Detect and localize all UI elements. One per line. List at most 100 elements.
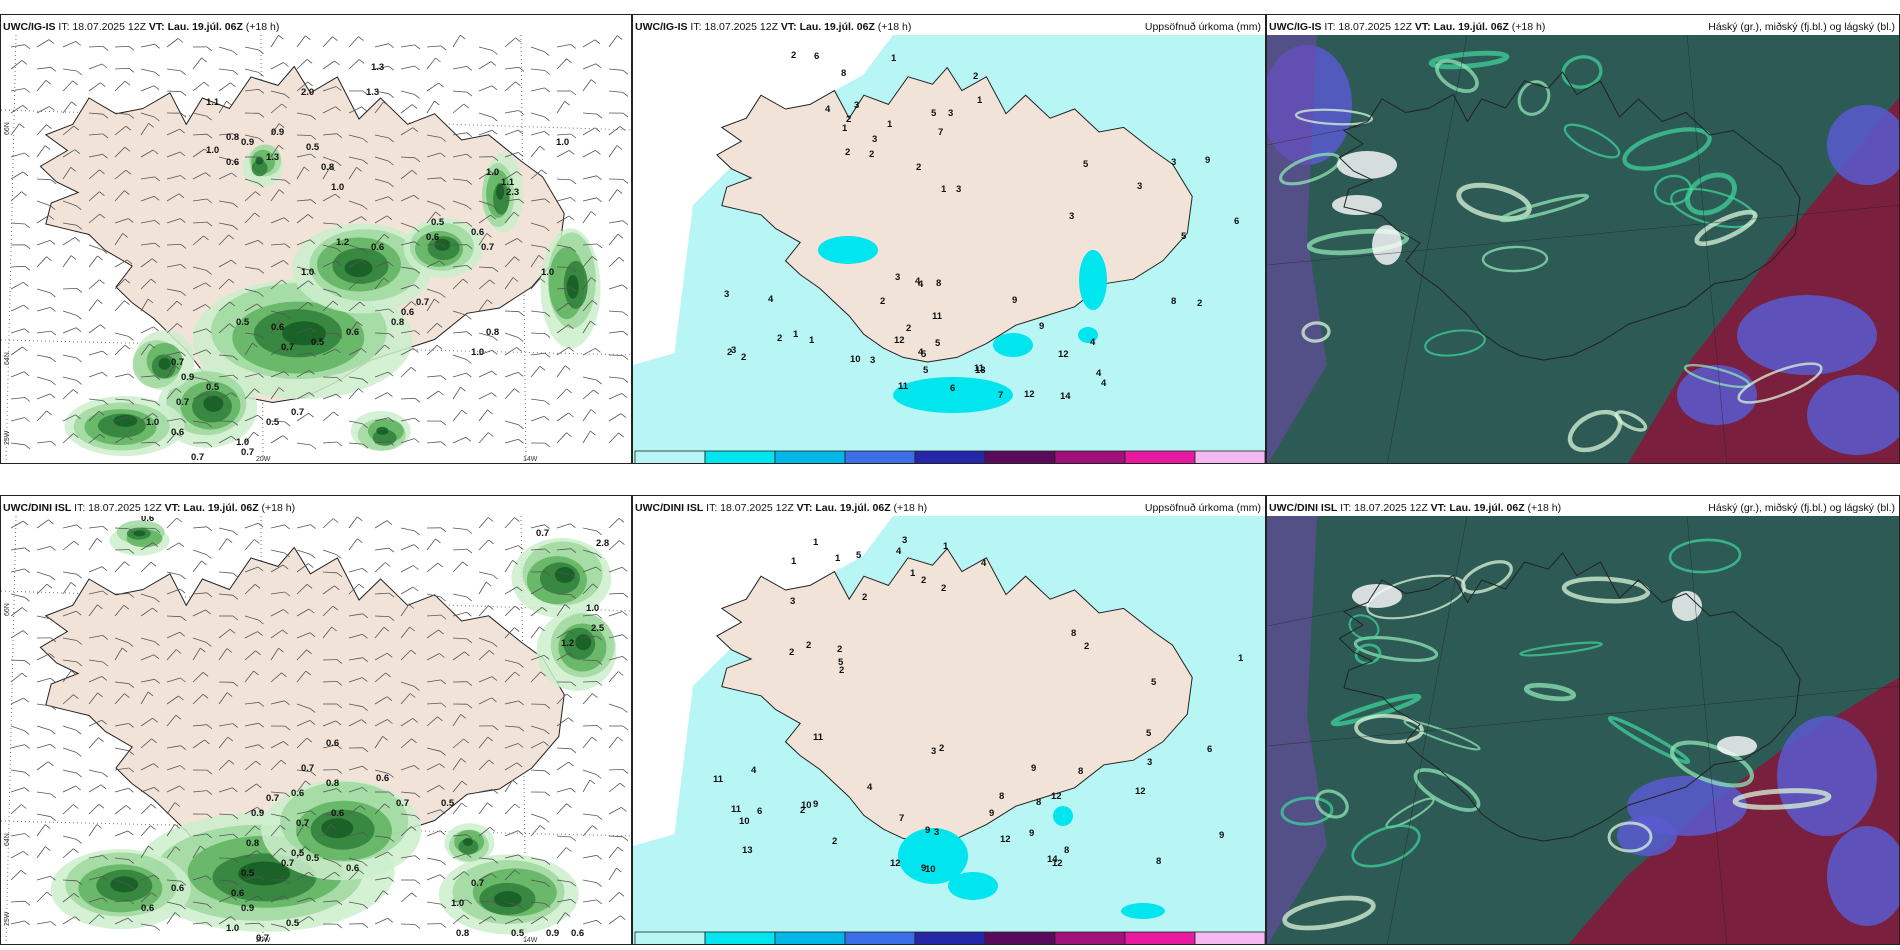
model-name: UWC/DINI ISL [635, 502, 704, 514]
cloud-contour [1315, 789, 1349, 819]
precip-amount: 5 [1146, 728, 1152, 739]
precip-value: 0.5 [236, 317, 250, 328]
accum-precip-map: 1102550751001502004003467382125312122112… [633, 35, 1265, 463]
precip-amount: 12 [890, 858, 901, 869]
precip-value: 0.7 [481, 242, 494, 253]
precip-amount: 3 [872, 134, 877, 145]
cloud-cover-map [1267, 516, 1899, 944]
lat-label: 25W [4, 430, 11, 445]
precip-amount: 6 [950, 383, 955, 394]
precip-value: 0.7 [301, 763, 314, 774]
precip-value: 0.8 [486, 327, 499, 338]
precip-value: 1.3 [366, 87, 379, 98]
valid-time: VT: Lau. 19.júl. 06Z [1414, 21, 1509, 33]
colorbar-swatch [634, 931, 706, 944]
colorbar-swatch [774, 450, 846, 463]
thick-cloud-area [1337, 151, 1397, 179]
high-cloud-area [1737, 295, 1877, 375]
precip-amount: 5 [1151, 677, 1157, 688]
precip-amount: 5 [923, 365, 929, 376]
precip-amount: 1 [977, 95, 983, 106]
precip-amount: 8 [1171, 296, 1176, 307]
precip-amount: 12 [1000, 834, 1011, 845]
precip-amount: 10 [850, 354, 861, 365]
precip-amount: 2 [806, 640, 811, 651]
precip-value: 0.6 [426, 232, 439, 243]
init-time: IT: 18.07.2025 12Z [706, 502, 794, 514]
high-cloud-area [1777, 716, 1877, 836]
model-name: UWC/IG-IS [635, 21, 688, 33]
colorbar-swatch [1124, 931, 1196, 944]
precip-value: 0.7 [396, 798, 409, 809]
cloud-cover-map [1267, 35, 1899, 463]
precip-amount: 1 [910, 568, 916, 579]
precip-value: 0.6 [231, 888, 244, 899]
init-time: IT: 18.07.2025 12Z [1324, 21, 1412, 33]
precip-shade [376, 426, 389, 435]
colorbar-swatch [1124, 450, 1196, 463]
precip-amount: 9 [813, 799, 818, 810]
precip-amount: 11 [932, 311, 943, 322]
init-time: IT: 18.07.2025 12Z [58, 21, 146, 33]
precip-value: 0.7 [296, 818, 309, 829]
precip-value: 0.7 [416, 297, 429, 308]
precip-10mm-area [1079, 250, 1107, 310]
lat-label: 25W [4, 911, 11, 926]
init-time: IT: 18.07.2025 12Z [1340, 502, 1428, 514]
precip-value: 2.3 [506, 187, 519, 198]
thick-cloud-area [1352, 584, 1402, 608]
cloud-contour [1561, 55, 1603, 89]
precip-amount: 1 [835, 553, 841, 564]
thick-cloud-area [1372, 225, 1402, 265]
graticule-line [1267, 204, 1899, 266]
precip-amount: 2 [800, 805, 805, 816]
precip-value: 0.5 [311, 337, 325, 348]
cloud-contour [1435, 59, 1479, 93]
high-cloud-area [1807, 375, 1899, 455]
precip-amount: 4 [918, 347, 924, 358]
precip-value: 0.6 [331, 808, 344, 819]
precip-amount: 3 [1147, 757, 1152, 768]
cloud-contour [1424, 329, 1486, 357]
precip-value: 0.6 [471, 227, 484, 238]
precip-value: 0.6 [141, 516, 154, 524]
cloud-contour [1301, 321, 1331, 343]
precip-amount: 1 [1238, 653, 1244, 664]
precip-amount: 4 [867, 782, 873, 793]
cloud-contour [1481, 245, 1549, 273]
precip-amount: 2 [839, 665, 844, 676]
cloud-contour [1517, 80, 1551, 116]
precip-amount: 1 [891, 53, 897, 64]
panel-header: UWC/DINI ISL IT: 18.07.2025 12Z VT: Lau.… [635, 502, 927, 515]
lon-label: 20W [256, 937, 271, 944]
precip-amount: 11 [813, 732, 824, 743]
lon-label: 20W [256, 456, 271, 463]
precip-amount: 12 [1058, 349, 1069, 360]
precip-value: 0.9 [271, 127, 284, 138]
thick-cloud-area [1717, 736, 1757, 756]
colorbar-swatch [1054, 450, 1126, 463]
cloud-contour [1607, 821, 1653, 853]
cloud-contour [1294, 108, 1374, 126]
precip-amount: 11 [974, 363, 985, 374]
precip-amount: 3 [731, 345, 736, 356]
precip-value: 1.2 [561, 638, 574, 649]
colorbar-swatch [1054, 931, 1126, 944]
precip-value: 1.0 [301, 267, 314, 278]
valid-time: VT: Lau. 19.júl. 06Z [148, 21, 243, 33]
precip-value: 0.8 [321, 162, 334, 173]
precip-amount: 9 [1205, 155, 1210, 166]
precip-amount: 12 [1135, 786, 1146, 797]
lat-label: 66N [4, 122, 11, 135]
precip-value: 0.8 [391, 317, 404, 328]
precip-amount: 2 [791, 50, 796, 61]
precip-amount: 4 [896, 546, 902, 557]
precip-amount: 4 [825, 104, 831, 115]
precip-amount: 10 [925, 864, 936, 875]
precip-value: 2.0 [301, 87, 314, 98]
precip-10mm-area [1121, 903, 1165, 919]
wind-barbs [10, 35, 629, 450]
precip-value: 0.6 [346, 327, 359, 338]
precip-value: 0.6 [326, 738, 339, 749]
precip-amount: 8 [1156, 856, 1161, 867]
